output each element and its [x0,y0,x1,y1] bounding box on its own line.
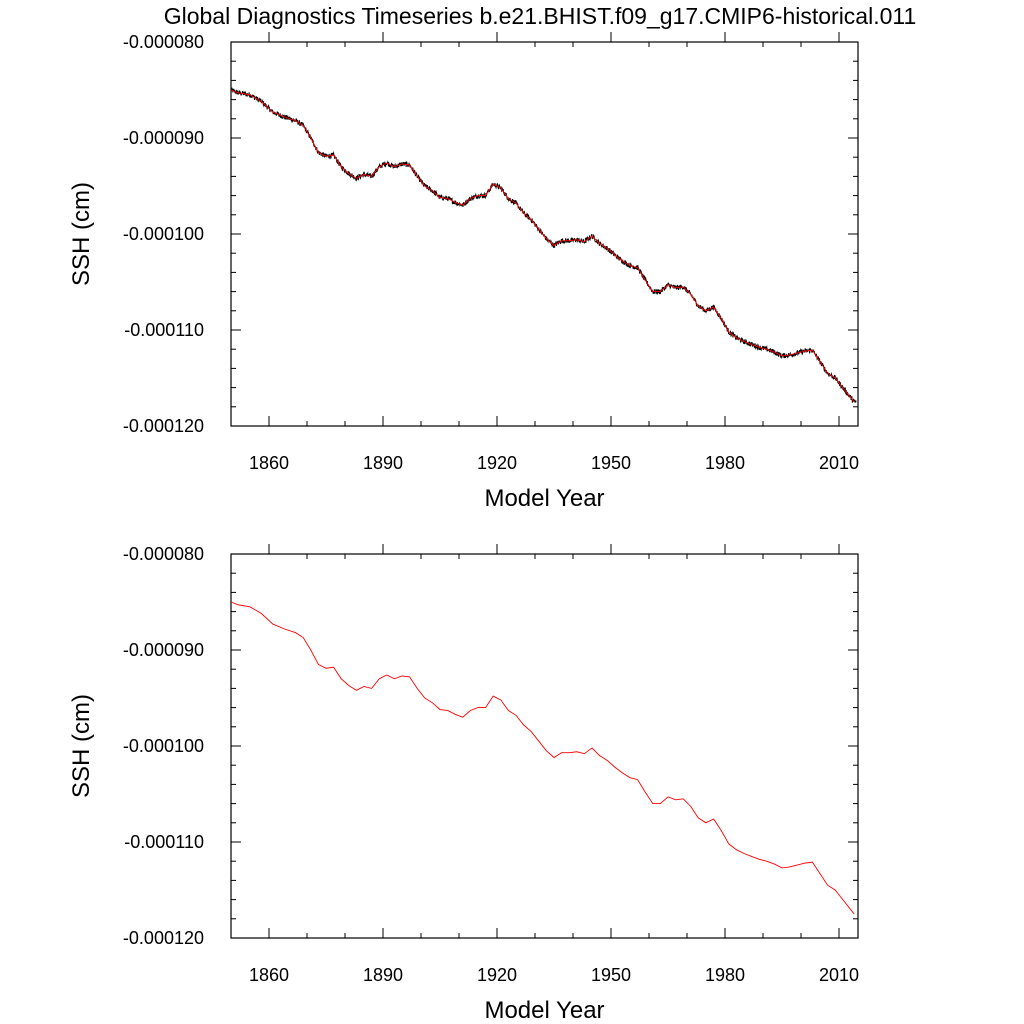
x-tick-label: 1860 [249,453,289,473]
y-tick-label: -0.000120 [123,928,204,948]
figure-title: Global Diagnostics Timeseries b.e21.BHIS… [164,3,917,29]
series-line-annual [230,89,855,403]
x-tick-label: 1890 [363,453,403,473]
panel-bottom: 1860 1890 1920 1950 1980 2010 -0.000080 -0.0000… [68,544,859,1024]
x-tick-label: 1920 [477,965,517,985]
y-tick-label: -0.000100 [123,736,204,756]
x-tick-label: 2010 [819,453,859,473]
x-tick-label: 2010 [819,965,859,985]
x-tick-label: 1950 [591,453,631,473]
y-tick-label: -0.000080 [123,544,204,564]
plot-frame [230,553,859,939]
x-tick-label: 1890 [363,965,403,985]
plot-frame [230,41,859,427]
x-tick-label: 1980 [705,453,745,473]
y-tick-label: -0.000100 [123,224,204,244]
y-tick-label: -0.000090 [123,640,204,660]
series-line-monthly [230,87,857,404]
y-tick-label: -0.000120 [123,416,204,436]
x-axis-title: Model Year [484,997,604,1024]
y-tick-label: -0.000110 [124,320,204,340]
y-axis-title: SSH (cm) [68,694,95,798]
y-tick-label: -0.000090 [123,128,204,148]
x-axis-title: Model Year [484,485,604,512]
x-tick-label: 1860 [249,965,289,985]
panel-top: 1860 1890 1920 1950 1980 2010 -0.000080 -0.0000… [68,32,859,512]
x-tick-label: 1950 [591,965,631,985]
x-tick-label: 1980 [705,965,745,985]
x-tick-label: 1920 [477,453,517,473]
y-tick-label: -0.000110 [124,832,204,852]
y-axis-title: SSH (cm) [68,182,95,286]
series-line-annual [230,601,855,915]
y-tick-label: -0.000080 [123,32,204,52]
